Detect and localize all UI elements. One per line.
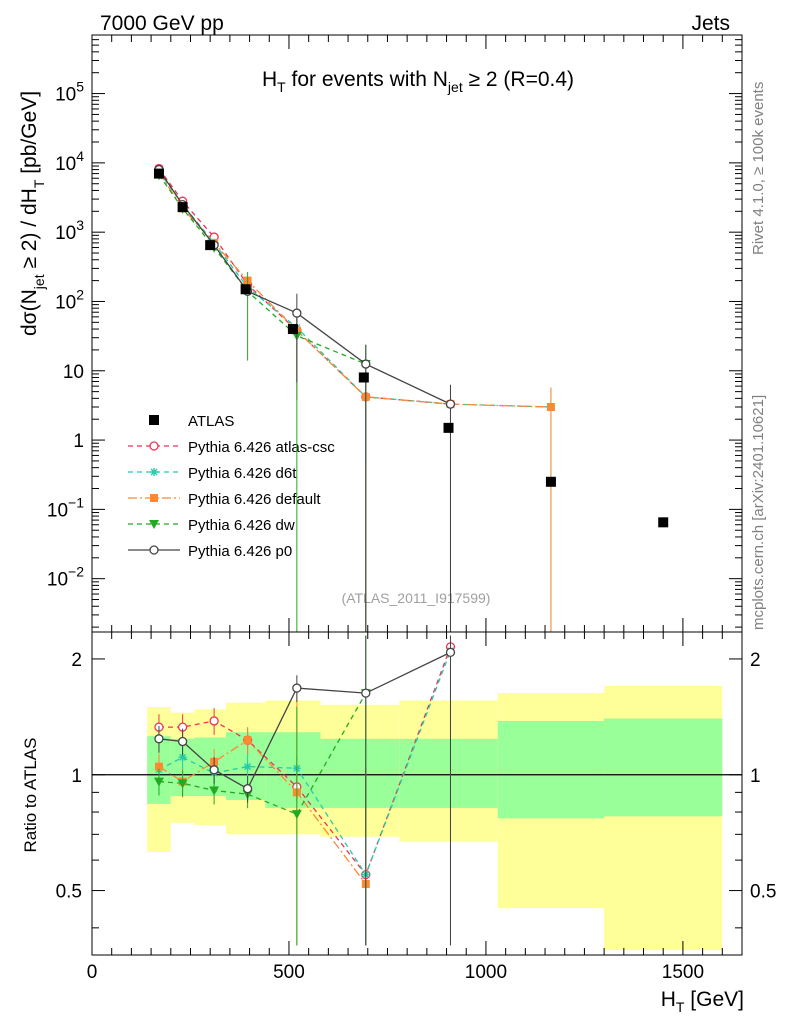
- data-point: [445, 647, 456, 658]
- ratio-plot: 0 500 1000 1500 0.5 0.5 1 1 2 2: [56, 631, 776, 983]
- ratio-axis-label: Ratio to ATLAS: [21, 738, 40, 853]
- data-point: [546, 403, 555, 412]
- y-tick-label: 1: [73, 431, 84, 452]
- y-tick-label: 10−2: [47, 564, 84, 591]
- ratio-tick-label: 2: [750, 650, 761, 671]
- ratio-tick-label: 0.5: [750, 882, 776, 903]
- legend-label: Pythia 6.426 atlas-csc: [188, 439, 335, 456]
- x-tick-label: 1500: [662, 962, 704, 983]
- rivet-label: Rivet 4.1.0, ≥ 100k events: [750, 82, 767, 255]
- main-series: [153, 163, 555, 632]
- ratio-tick-label: 1: [71, 766, 82, 787]
- legend-label: Pythia 6.426 default: [188, 491, 321, 508]
- data-point: [177, 736, 188, 747]
- series-line: [158, 171, 551, 408]
- series-line: [158, 171, 551, 408]
- x-tick-label: 0: [87, 962, 98, 983]
- ratio-frame: [91, 631, 743, 956]
- x-axis-label: HT [GeV]: [661, 988, 744, 1015]
- data-point: [149, 545, 159, 555]
- series-line: [158, 169, 451, 405]
- series-line: [158, 168, 451, 405]
- legend-label: Pythia 6.426 dw: [188, 517, 295, 534]
- legend: ATLAS Pythia 6.426 atlas-csc Pythia 6.426 …: [128, 413, 335, 560]
- data-point: [149, 520, 159, 529]
- data-point: [149, 441, 159, 451]
- reference-point: [153, 168, 164, 179]
- y-tick-label: 10: [63, 362, 84, 383]
- data-point: [209, 786, 220, 796]
- data-point: [243, 736, 252, 745]
- plot-title: HT for events with Njet ≥ 2 (R=0.4): [262, 68, 574, 95]
- x-tick-label: 1000: [465, 962, 507, 983]
- reference-point: [287, 324, 298, 335]
- data-point: [154, 762, 163, 771]
- ratio-band-inner: [604, 718, 723, 817]
- y-axis-label: dσ(Njet ≥ 2) / dHT [pb/GeV]: [18, 91, 47, 336]
- reference-point: [177, 202, 188, 213]
- ratio-series: [153, 635, 456, 946]
- reference-point: [658, 517, 669, 528]
- y-tick-label: 10−1: [47, 494, 84, 521]
- data-point: [150, 494, 158, 502]
- ratio-tick-label: 2: [71, 650, 82, 671]
- analysis-ref: (ATLAS_2011_I917599): [342, 590, 491, 606]
- data-point: [177, 779, 188, 789]
- data-point: [153, 777, 164, 787]
- series-line: [158, 174, 367, 365]
- data-point: [209, 716, 219, 726]
- reference-point: [240, 284, 251, 295]
- data-point: [209, 765, 219, 775]
- ratio-band-inner: [497, 720, 605, 819]
- data-point: [154, 734, 164, 744]
- star-stroke: [150, 468, 158, 476]
- data-point: [292, 308, 302, 318]
- star-stroke: [244, 763, 252, 771]
- main-plot: 10−2 10−1 1 10 102 103 104 105: [47, 34, 743, 633]
- star-stroke: [179, 753, 187, 761]
- data-point: [243, 762, 252, 771]
- legend-label: ATLAS: [188, 413, 234, 430]
- header-right: Jets: [691, 12, 730, 35]
- reference-point: [358, 372, 369, 383]
- y-tick-label: 104: [55, 148, 84, 175]
- y-tick-label: 105: [55, 79, 84, 106]
- y-tick-label: 103: [55, 217, 84, 244]
- data-point: [150, 468, 158, 476]
- reference-point: [443, 422, 454, 433]
- y-tick-label: 102: [55, 286, 84, 313]
- ratio-band-inner: [320, 738, 400, 808]
- data-point: [445, 399, 456, 409]
- ratio-tick-label: 1: [750, 766, 761, 787]
- header-left: 7000 GeV pp: [100, 12, 224, 35]
- data-point: [291, 810, 302, 820]
- reference-point: [205, 240, 216, 251]
- data-point: [292, 683, 302, 693]
- legend-label: Pythia 6.426 p0: [188, 543, 292, 560]
- data-point: [242, 784, 253, 794]
- data-point: [361, 359, 371, 369]
- ratio-tick-label: 0.5: [56, 882, 82, 903]
- ratio-line: [158, 692, 367, 815]
- reference-point: [545, 476, 556, 487]
- data-point: [178, 753, 187, 762]
- data-point: [361, 688, 371, 698]
- ratio-band-inner: [265, 732, 321, 808]
- reference-point: [149, 415, 159, 425]
- legend-label: Pythia 6.426 d6t: [188, 465, 297, 482]
- ratio-band-inner: [399, 738, 498, 808]
- x-tick-label: 500: [273, 962, 305, 983]
- mcplots-label: mcplots.cern.ch [arXiv:2401.10621]: [750, 395, 767, 630]
